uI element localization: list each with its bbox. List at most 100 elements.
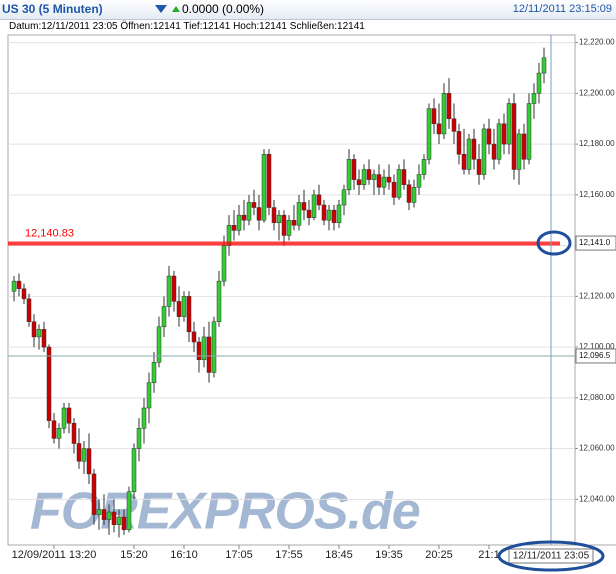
candle-body bbox=[231, 225, 237, 231]
candle-body bbox=[136, 428, 142, 449]
header: US 30 (5 Minuten) 0.0000 (0.00%) 12/11/2… bbox=[0, 0, 616, 20]
candle-body bbox=[441, 93, 447, 135]
candle-body bbox=[311, 194, 317, 218]
candle-body bbox=[516, 133, 522, 170]
time: 12/11/2011 23:15:09 bbox=[512, 3, 612, 15]
y-tick-label: 12,160.00 bbox=[579, 190, 615, 199]
candle-body bbox=[146, 382, 152, 409]
price-line-label: 12,140.83 bbox=[25, 227, 74, 239]
candle-body bbox=[126, 491, 132, 531]
candle-body bbox=[66, 407, 72, 424]
candle-body bbox=[216, 280, 222, 322]
symbol: US 30 (5 Minuten) bbox=[2, 2, 103, 16]
change: 0.0000 (0.00%) bbox=[182, 2, 265, 16]
candle-body bbox=[466, 138, 472, 170]
candle-body bbox=[96, 509, 102, 515]
candle-body bbox=[196, 341, 202, 361]
candle-body bbox=[191, 331, 197, 343]
candle-body bbox=[131, 448, 137, 492]
candle-body bbox=[111, 511, 117, 525]
candle-body bbox=[171, 275, 177, 302]
candle-body bbox=[456, 131, 462, 155]
x-tick-label: 12/09/2011 13:20 bbox=[12, 549, 97, 561]
candle-body bbox=[41, 329, 47, 348]
y-tick-label: 12,120.00 bbox=[579, 291, 615, 300]
candle-body bbox=[36, 329, 42, 338]
candle-body bbox=[161, 306, 167, 328]
candle-body bbox=[281, 214, 287, 236]
candle-body bbox=[426, 108, 432, 160]
candle-body bbox=[306, 209, 312, 218]
x-tick-label: 19:35 bbox=[375, 549, 403, 561]
candle-body bbox=[176, 301, 182, 317]
candle-body bbox=[381, 176, 387, 188]
candle-body bbox=[51, 420, 57, 439]
candle-body bbox=[256, 207, 262, 221]
axis-marker-label: 12,141.0 bbox=[579, 238, 611, 247]
candle-body bbox=[301, 202, 307, 211]
dropdown[interactable] bbox=[155, 5, 167, 13]
up-arrow bbox=[172, 6, 180, 12]
candle-body bbox=[86, 448, 92, 475]
candle-body bbox=[251, 202, 257, 208]
candle-body bbox=[226, 225, 232, 246]
candle-body bbox=[376, 174, 382, 188]
axis-marker-label: 12,096.5 bbox=[579, 351, 611, 360]
highlight-ellipse bbox=[497, 540, 605, 572]
candle-body bbox=[421, 159, 427, 175]
candle-body bbox=[246, 202, 252, 221]
x-tick-label: 18:45 bbox=[325, 549, 353, 561]
candle-body bbox=[76, 443, 82, 462]
candle-body bbox=[26, 298, 32, 322]
candle-body bbox=[356, 179, 362, 185]
y-tick-label: 12,200.00 bbox=[579, 88, 615, 97]
candle-body bbox=[346, 159, 352, 191]
candle-body bbox=[496, 123, 502, 160]
y-tick-label: 12,060.00 bbox=[579, 444, 615, 453]
candle-body bbox=[181, 296, 187, 317]
candle-body bbox=[201, 336, 207, 361]
candle-body bbox=[241, 214, 247, 221]
candle-body bbox=[461, 154, 467, 170]
candle-body bbox=[416, 174, 422, 188]
x-tick-label: 15:20 bbox=[120, 549, 148, 561]
candle-body bbox=[341, 189, 347, 206]
candle-body bbox=[331, 209, 337, 224]
candle-body bbox=[486, 128, 492, 145]
axis-marker-box bbox=[575, 348, 616, 364]
candle-body bbox=[221, 245, 227, 282]
ohlc-info: Datum:12/11/2011 23:05 Öffnen:12141 Tief… bbox=[9, 21, 365, 32]
candle-body bbox=[156, 326, 162, 363]
candle-body bbox=[141, 407, 147, 429]
candle-body bbox=[481, 128, 487, 175]
candle-body bbox=[436, 123, 442, 135]
candle-body bbox=[271, 207, 277, 224]
candle-body bbox=[106, 511, 112, 520]
candle-body bbox=[31, 321, 37, 338]
candle-body bbox=[491, 143, 497, 160]
candle-body bbox=[411, 186, 417, 203]
watermark: FOREXPROS.de bbox=[30, 483, 420, 541]
cursor-label: 12/11/2011 23:05 bbox=[513, 551, 590, 562]
candle-body bbox=[471, 138, 477, 160]
candle-body bbox=[371, 174, 377, 180]
candle-body bbox=[206, 336, 212, 373]
candle-body bbox=[296, 202, 302, 226]
x-tick-label: 17:05 bbox=[225, 549, 253, 561]
candle-body bbox=[266, 154, 272, 208]
candle-body bbox=[446, 93, 452, 119]
candle-body bbox=[276, 214, 282, 224]
candle-body bbox=[101, 509, 107, 520]
candle-body bbox=[326, 209, 332, 221]
x-tick-label: 21:1 bbox=[478, 549, 499, 561]
candle-body bbox=[396, 169, 402, 198]
candle-body bbox=[536, 72, 542, 94]
y-tick-label: 12,100.00 bbox=[579, 342, 615, 351]
candle-body bbox=[391, 181, 397, 198]
candle-body bbox=[531, 93, 537, 104]
x-tick-label: 20:25 bbox=[425, 549, 453, 561]
candle-body bbox=[61, 407, 67, 429]
candle-body bbox=[166, 275, 172, 307]
candle-body bbox=[366, 169, 372, 180]
